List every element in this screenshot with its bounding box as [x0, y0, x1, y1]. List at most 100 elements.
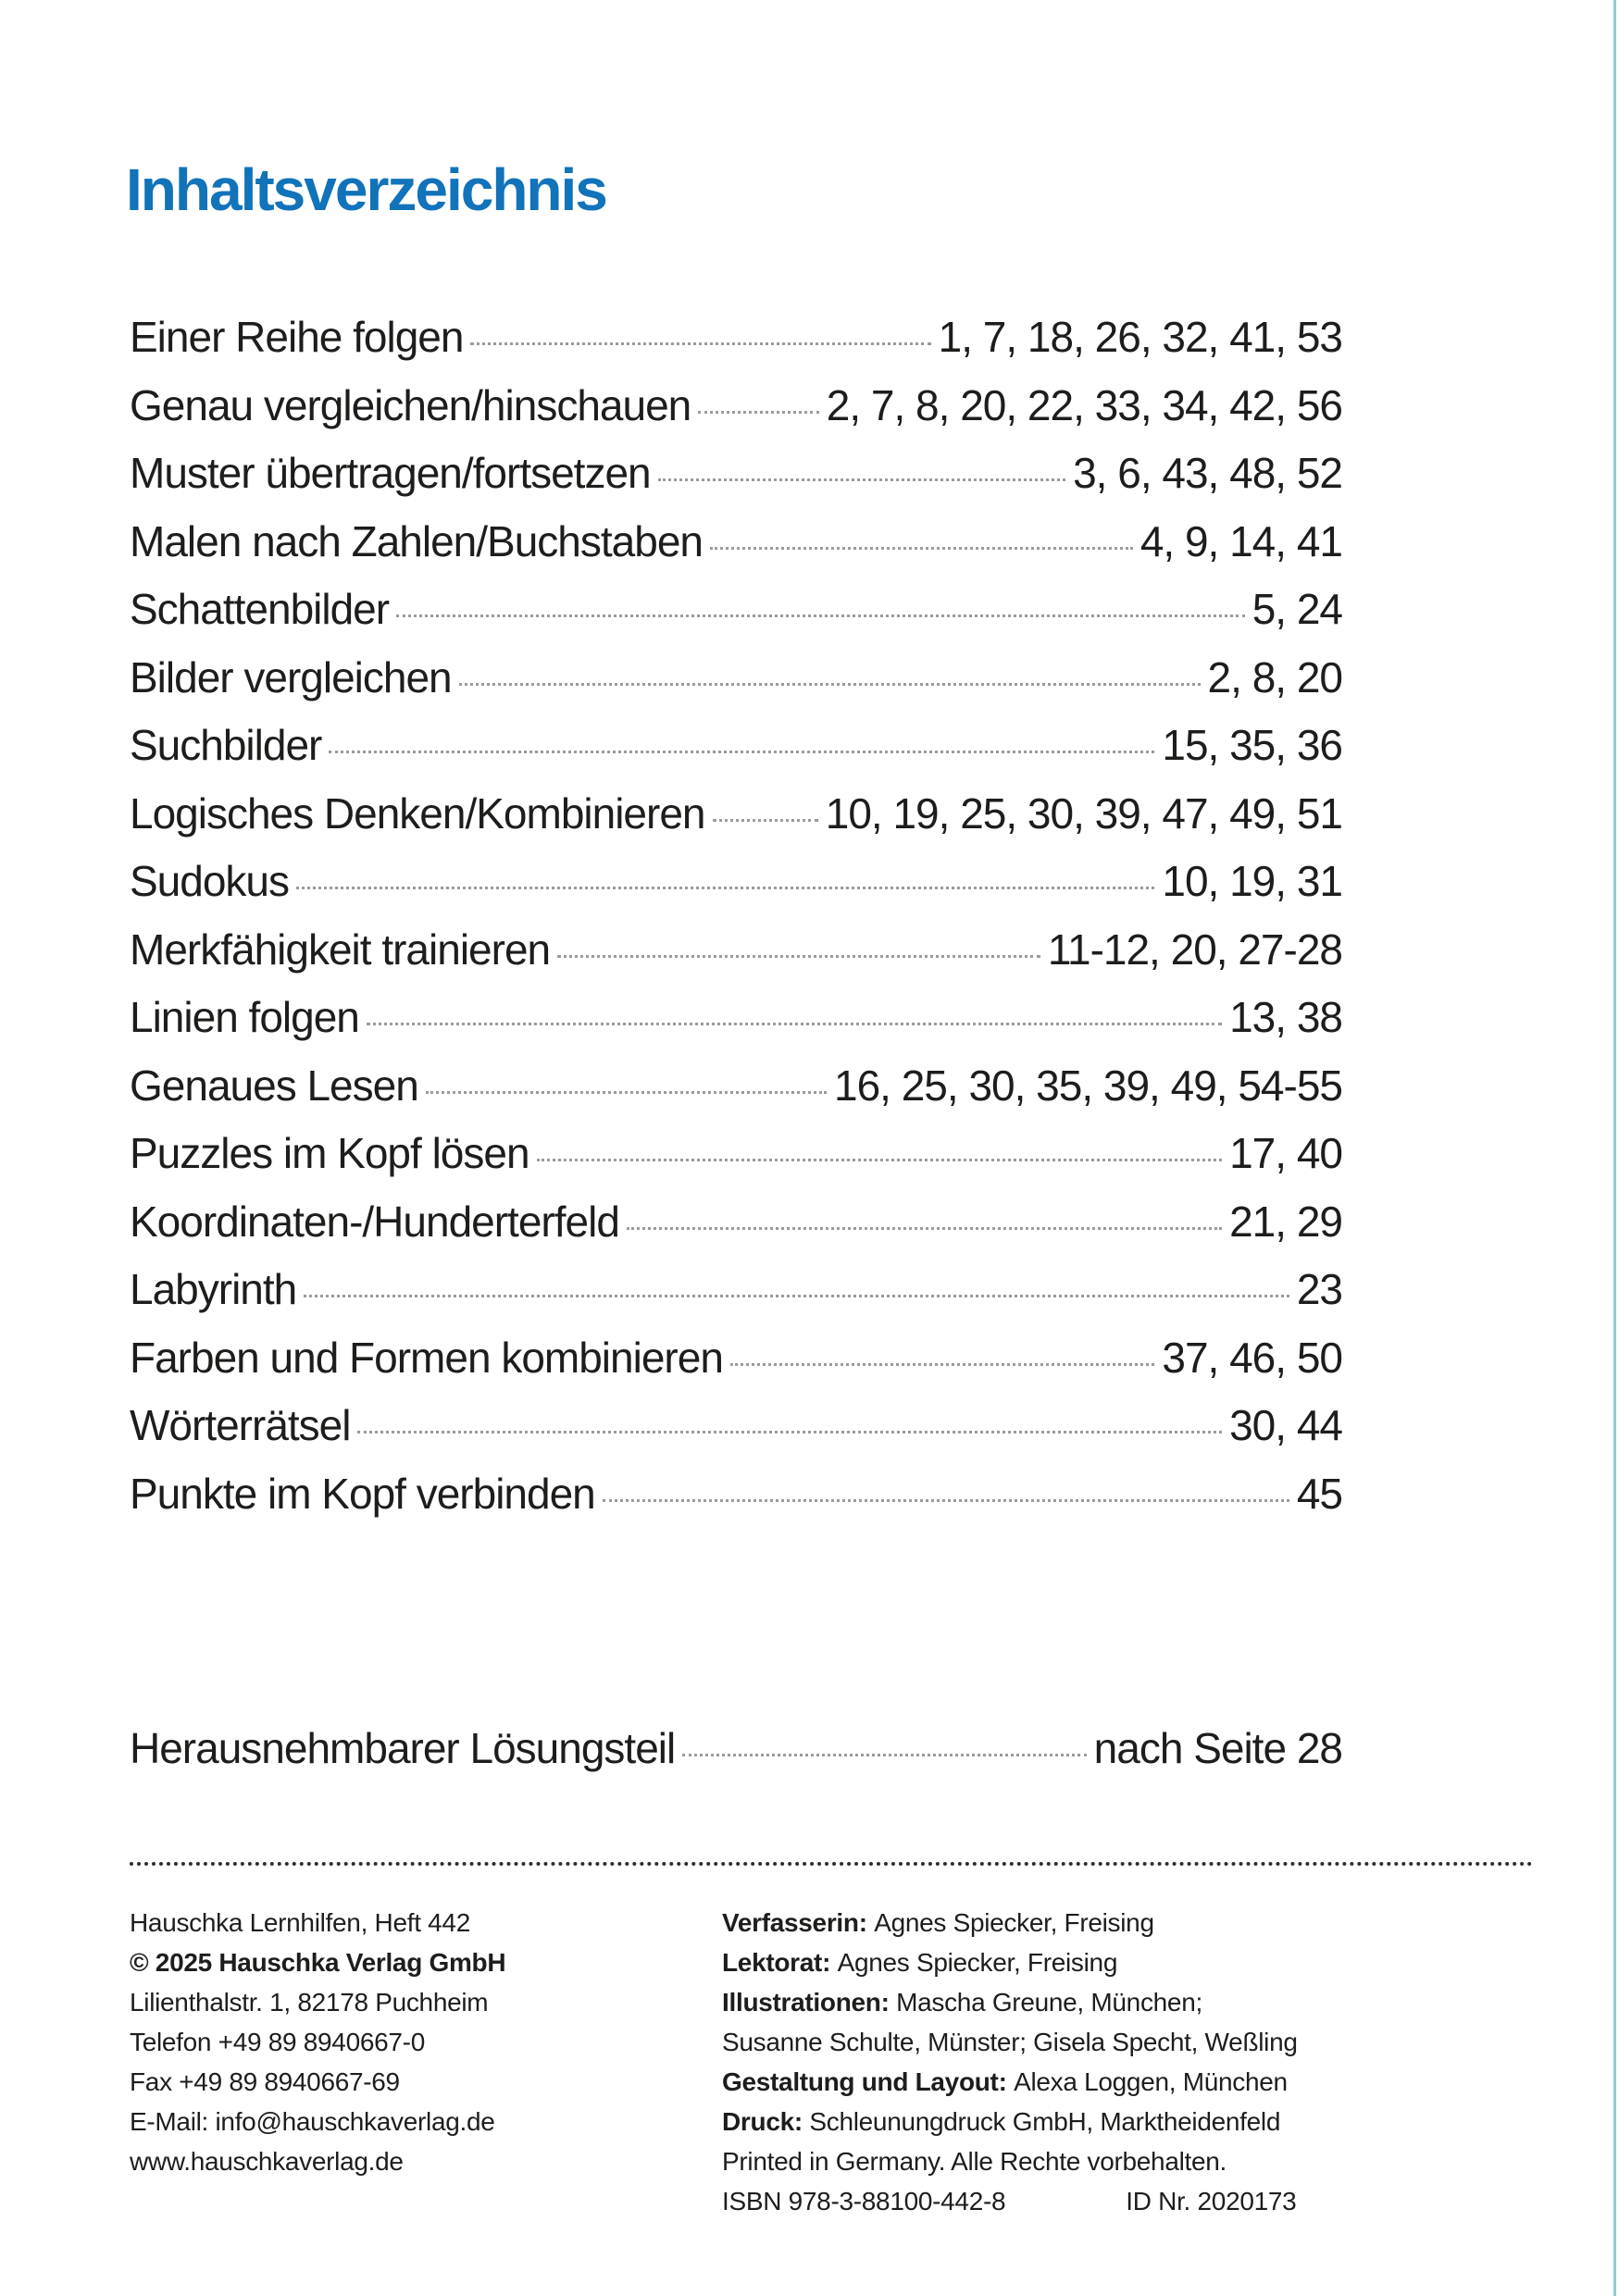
toc-entry-title: Farben und Formen kombinieren	[130, 1333, 724, 1382]
toc-entry-title: Schattenbilder	[130, 585, 390, 633]
toc-entry-pages: 30, 44	[1229, 1401, 1343, 1449]
toc-entry-title: Puzzles im Kopf lösen	[130, 1129, 530, 1177]
dotted-leader	[296, 887, 1155, 889]
imprint-line-isbn: ISBN 978-3-88100-442-8 ID Nr. 2020173	[722, 2181, 1574, 2221]
toc-entry: Sudokus 10, 19, 31	[130, 856, 1343, 925]
toc-entry: Wörterrätsel 30, 44	[130, 1400, 1343, 1469]
imprint-value: Susanne Schulte, Münster; Gisela Specht,…	[722, 2028, 1298, 2056]
toc-entry-title: Wörterrätsel	[130, 1401, 351, 1449]
toc-entry-pages: 2, 7, 8, 20, 22, 33, 34, 42, 56	[826, 380, 1343, 429]
dotted-leader	[602, 1498, 1289, 1502]
imprint-line-email: E-Mail: info@hauschkaverlag.de	[130, 2107, 495, 2136]
toc-entry: Schattenbilder 5, 24	[130, 584, 1343, 652]
toc-entry: Genau vergleichen/hinschauen 2, 7, 8, 20,…	[130, 380, 1343, 449]
toc-entry-pages: 15, 35, 36	[1162, 721, 1343, 769]
toc-entry: Merkfähigkeit trainieren 11-12, 20, 27-28	[130, 925, 1343, 993]
imprint-line: Hauschka Lernhilfen, Heft 442	[130, 1908, 470, 1937]
dotted-leader	[657, 478, 1066, 481]
imprint-right-column: Verfasserin: Agnes Spiecker, Freising Le…	[722, 1903, 1574, 2221]
toc-entry: Bilder vergleichen 2, 8, 20	[130, 652, 1343, 721]
imprint-line: Gestaltung und Layout: Alexa Loggen, Mün…	[722, 2062, 1574, 2102]
imprint-value: Alexa Loggen, München	[1014, 2067, 1288, 2096]
dotted-leader	[698, 410, 819, 414]
dotted-leader	[396, 614, 1245, 617]
imprint-line-copyright: © 2025 Hauschka Verlag GmbH	[130, 1948, 506, 1977]
toc-entry-title: Labyrinth	[130, 1265, 297, 1313]
dotted-leader	[458, 682, 1201, 686]
toc-entry: Labyrinth 23	[130, 1264, 1343, 1333]
imprint-line: Susanne Schulte, Münster; Gisela Specht,…	[722, 2022, 1574, 2062]
toc-entry-title: Muster übertragen/fortsetzen	[130, 449, 652, 497]
toc-entry-title: Logisches Denken/Kombinieren	[130, 788, 706, 838]
imprint-label: Illustrationen:	[722, 1988, 897, 2017]
dotted-leader	[536, 1159, 1223, 1161]
toc-entry-title: Einer Reihe folgen	[130, 313, 464, 361]
imprint-label: Gestaltung und Layout:	[722, 2067, 1015, 2096]
imprint-line: Lilienthalstr. 1, 82178 Puchheim	[130, 1988, 489, 2017]
isbn-value: ISBN 978-3-88100-442-8	[722, 2187, 1006, 2215]
dotted-divider	[130, 1862, 1533, 1866]
toc-entry: Suchbilder 15, 35, 36	[130, 720, 1343, 788]
toc-entry: Muster übertragen/fortsetzen 3, 6, 43, 48…	[130, 448, 1343, 516]
toc-entry: Herausnehmbarer Lösungsteil nach Seite 28	[130, 1723, 1343, 1792]
toc-entry: Genaues Lesen 16, 25, 30, 35, 39, 49, 54-…	[130, 1061, 1343, 1129]
imprint-value: Schleunungdruck GmbH, Marktheidenfeld	[809, 2107, 1281, 2136]
imprint-line-fax: Fax +49 89 8940667-69	[130, 2067, 400, 2096]
dotted-leader	[729, 1362, 1155, 1366]
imprint-value: Agnes Spiecker, Freising	[874, 1908, 1154, 1937]
toc-entry-pages: 4, 9, 14, 41	[1140, 516, 1343, 565]
dotted-leader	[626, 1226, 1223, 1230]
dotted-leader	[329, 751, 1155, 753]
imprint-value: Agnes Spiecker, Freising	[837, 1948, 1118, 1977]
dotted-leader	[710, 546, 1133, 550]
toc-entry-title: Koordinaten-/Hunderterfeld	[130, 1197, 620, 1246]
imprint-label: Druck:	[722, 2107, 810, 2136]
toc-entry-title: Genau vergleichen/hinschauen	[130, 380, 691, 429]
toc-list: Einer Reihe folgen 1, 7, 18, 26, 32, 41, …	[130, 312, 1343, 1537]
toc-entry-pages: 16, 25, 30, 35, 39, 49, 54-55	[833, 1061, 1343, 1110]
toc-entry-pages: 1, 7, 18, 26, 32, 41, 53	[938, 313, 1343, 361]
toc-entry-title: Merkfähigkeit trainieren	[130, 925, 551, 974]
dotted-leader	[557, 954, 1040, 958]
toc-entry-pages: 37, 46, 50	[1162, 1333, 1343, 1382]
imprint-line: Illustrationen: Mascha Greune, München;	[722, 1982, 1574, 2022]
toc-entry-title: Linien folgen	[130, 993, 360, 1041]
toc-entry-title: Bilder vergleichen	[130, 652, 453, 701]
toc-entry: Einer Reihe folgen 1, 7, 18, 26, 32, 41, …	[130, 312, 1343, 380]
toc-entry: Punkte im Kopf verbinden 45	[130, 1469, 1343, 1537]
imprint-line: Printed in Germany. Alle Rechte vorbehal…	[722, 2141, 1574, 2181]
imprint-line: Lektorat: Agnes Spiecker, Freising	[722, 1942, 1574, 1982]
toc-entry-pages: nach Seite 28	[1093, 1724, 1343, 1772]
page-edge-line	[1613, 0, 1616, 2296]
toc-entry-pages: 5, 24	[1252, 585, 1343, 633]
imprint-left-column: Hauschka Lernhilfen, Heft 442 © 2025 Hau…	[130, 1903, 685, 2181]
toc-entry-pages: 10, 19, 25, 30, 39, 47, 49, 51	[825, 788, 1343, 838]
solutions-row: Herausnehmbarer Lösungsteil nach Seite 28	[130, 1723, 1343, 1792]
toc-entry: Malen nach Zahlen/Buchstaben 4, 9, 14, 41	[130, 516, 1343, 585]
dotted-leader	[366, 1023, 1223, 1025]
dotted-leader	[425, 1090, 827, 1094]
imprint-line: Druck: Schleunungdruck GmbH, Marktheiden…	[722, 2102, 1574, 2141]
imprint-line-phone: Telefon +49 89 8940667-0	[130, 2028, 425, 2056]
toc-entry-pages: 3, 6, 43, 48, 52	[1073, 449, 1343, 497]
page-title: Inhaltsverzeichnis	[126, 156, 608, 223]
imprint-line: Verfasserin: Agnes Spiecker, Freising	[722, 1903, 1574, 1942]
toc-entry-pages: 23	[1296, 1265, 1343, 1313]
toc-entry: Logisches Denken/Kombinieren 10, 19, 25, …	[130, 788, 1343, 857]
toc-entry-pages: 21, 29	[1229, 1197, 1343, 1246]
toc-entry: Koordinaten-/Hunderterfeld 21, 29	[130, 1197, 1343, 1265]
toc-entry-pages: 45	[1296, 1469, 1343, 1518]
toc-entry: Linien folgen 13, 38	[130, 992, 1343, 1061]
id-number: ID Nr. 2020173	[1126, 2187, 1297, 2215]
toc-entry-pages: 11-12, 20, 27-28	[1047, 925, 1343, 974]
imprint-label: Lektorat:	[722, 1948, 838, 1977]
toc-entry-title: Suchbilder	[130, 721, 322, 769]
toc-entry-pages: 2, 8, 20	[1207, 652, 1343, 701]
toc-entry-pages: 13, 38	[1229, 993, 1343, 1041]
toc-entry-title: Sudokus	[130, 857, 290, 905]
toc-entry: Farben und Formen kombinieren 37, 46, 50	[130, 1333, 1343, 1401]
toc-entry-title: Malen nach Zahlen/Buchstaben	[130, 516, 704, 565]
imprint-value: Printed in Germany. Alle Rechte vorbehal…	[722, 2147, 1227, 2176]
toc-entry-title: Punkte im Kopf verbinden	[130, 1469, 596, 1518]
imprint-value: Mascha Greune, München;	[896, 1988, 1202, 2017]
